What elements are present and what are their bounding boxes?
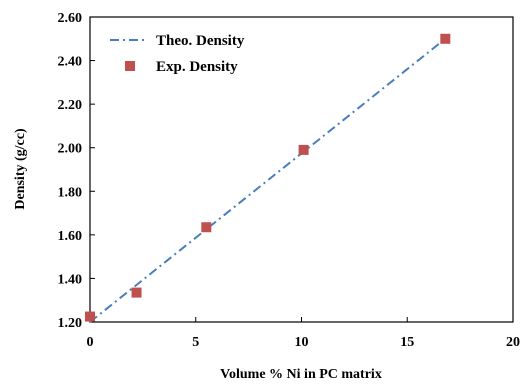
plot-series	[85, 33, 451, 323]
y-tick-label: 2.20	[58, 98, 83, 113]
plot-area-frame	[89, 16, 514, 323]
x-axis: 0 5 10 15 20	[87, 317, 520, 350]
y-tick-label: 2.40	[58, 55, 83, 70]
exp-density-point	[201, 222, 212, 233]
y-tick-label: 1.60	[58, 229, 83, 244]
legend-exp-density-label: Exp. Density	[156, 59, 238, 75]
y-tick-label: 1.80	[58, 185, 83, 200]
legend-exp-density-swatch	[125, 61, 135, 71]
exp-density-point	[298, 144, 309, 155]
x-tick-label: 10	[295, 335, 309, 350]
y-tick-label: 2.60	[58, 11, 83, 26]
y-tick-label: 1.20	[58, 316, 83, 331]
y-axis: 1.20 1.40 1.60 1.80 2.00 2.20 2.40 2.60	[58, 11, 95, 331]
x-axis-title: Volume % Ni in PC matrix	[220, 367, 382, 382]
legend: Theo. Density Exp. Density	[110, 33, 245, 75]
legend-theo-density-label: Theo. Density	[156, 33, 245, 49]
y-axis-title: Density (g/cc)	[13, 128, 28, 210]
y-tick-label: 2.00	[58, 142, 83, 157]
x-tick-label: 5	[192, 335, 199, 350]
y-tick-label: 1.40	[58, 272, 83, 287]
exp-density-point	[131, 287, 142, 298]
exp-density-point	[85, 311, 95, 322]
x-tick-label: 0	[87, 335, 94, 350]
exp-density-point	[440, 33, 451, 44]
x-tick-label: 15	[400, 335, 414, 350]
x-tick-label: 20	[506, 335, 520, 350]
